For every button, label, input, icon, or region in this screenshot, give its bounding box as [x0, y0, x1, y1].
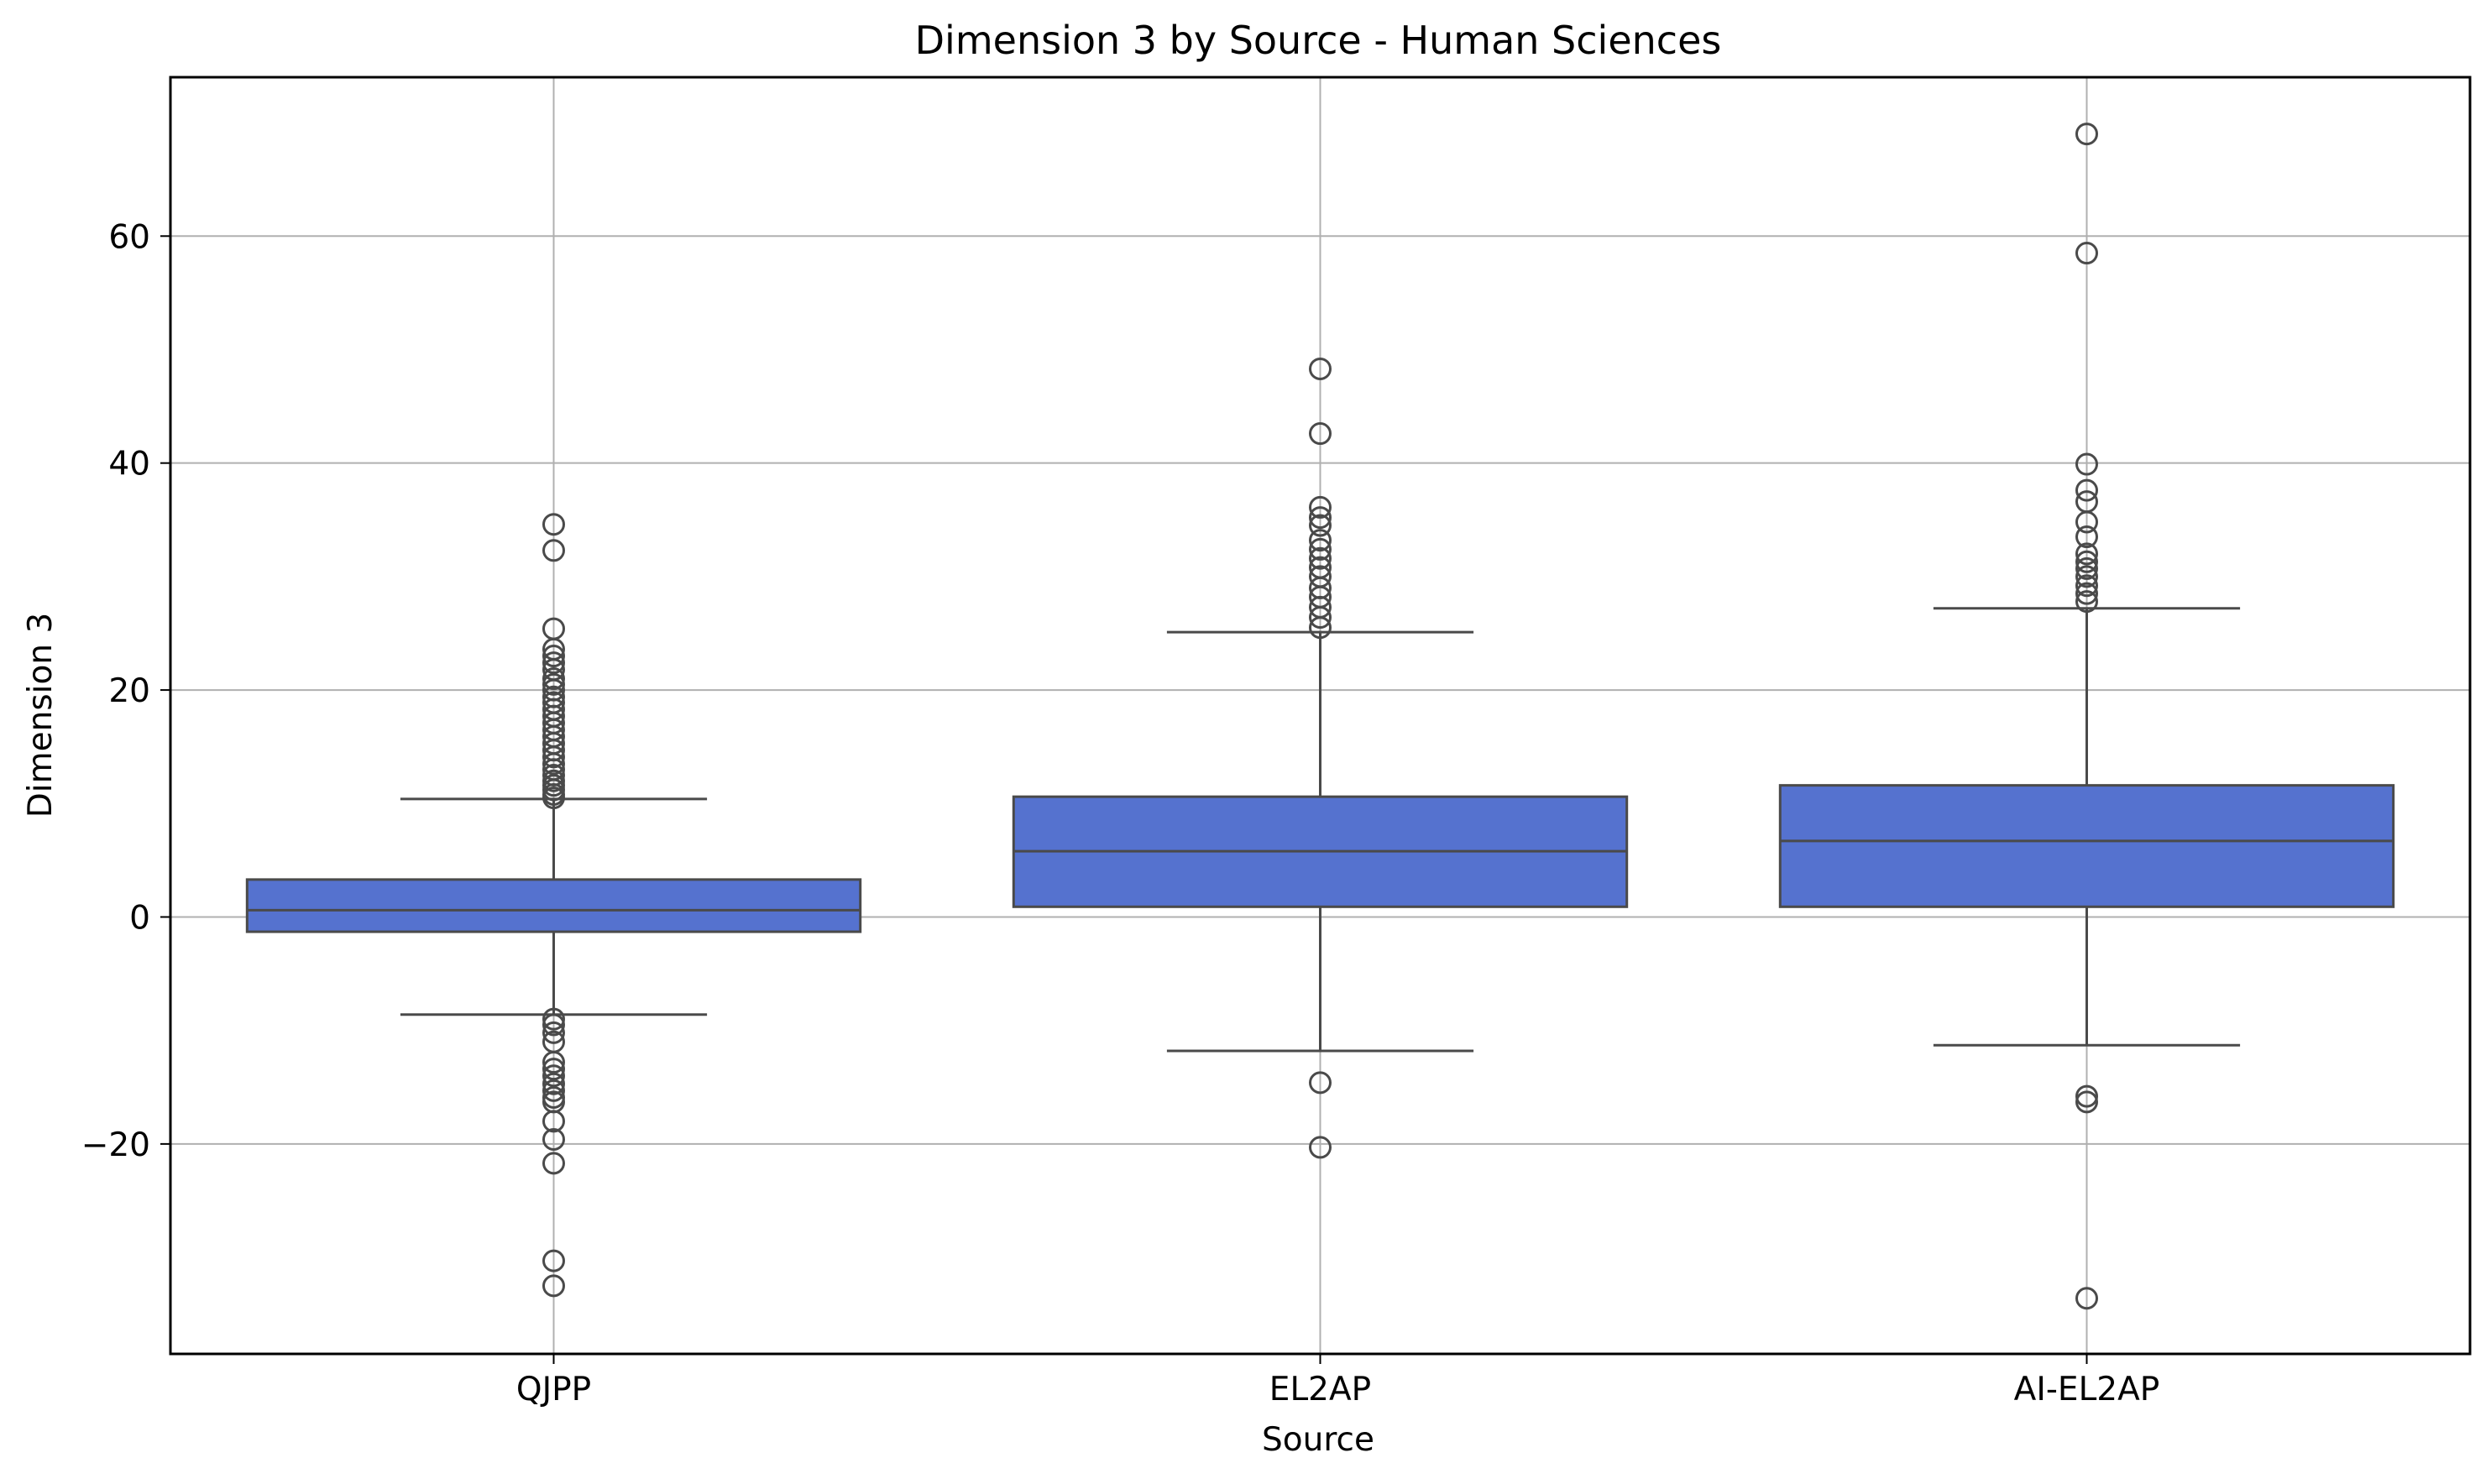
- outlier-point: [542, 1079, 565, 1102]
- axis-ticks: −20 0 20 40 60 QJPP EL2AP AI-EL2AP: [81, 218, 2160, 1408]
- outlier-point: [542, 1021, 565, 1044]
- outlier-point: [1309, 495, 1332, 519]
- outlier-point: [2075, 542, 2098, 566]
- x-axis-label: Source: [1262, 1421, 1374, 1459]
- y-tick-label: 20: [108, 672, 150, 710]
- box-ai-el2ap: [1778, 123, 2395, 1310]
- outlier-point: [542, 645, 565, 668]
- outlier-point: [542, 752, 565, 776]
- outlier-point: [2075, 452, 2098, 476]
- y-tick-label: 40: [108, 446, 150, 483]
- outlier-point: [1309, 514, 1332, 537]
- outlier-point: [542, 1064, 565, 1088]
- x-tick-label: QJPP: [516, 1371, 591, 1408]
- outlier-point: [542, 1249, 565, 1272]
- outlier-point: [542, 1007, 565, 1031]
- y-tick-label: 60: [108, 218, 150, 256]
- outlier-point: [542, 1274, 565, 1298]
- outlier-point: [542, 1072, 565, 1095]
- outlier-point: [1309, 546, 1332, 570]
- outlier-point: [2075, 556, 2098, 580]
- y-tick-label: 0: [129, 899, 150, 937]
- outlier-point: [1309, 529, 1332, 552]
- outlier-point: [542, 1058, 565, 1081]
- outlier-point: [1309, 1071, 1332, 1095]
- outlier-point: [1309, 537, 1332, 561]
- outlier-point: [2075, 123, 2098, 146]
- box-series: [245, 123, 2395, 1310]
- outlier-point: [2075, 1084, 2098, 1108]
- outlier-point: [1309, 506, 1332, 530]
- outlier-point: [2075, 582, 2098, 605]
- outlier-point: [2075, 1090, 2098, 1114]
- outlier-point: [542, 786, 565, 810]
- outlier-point: [542, 1110, 565, 1133]
- outlier-point: [2075, 242, 2098, 265]
- outlier-point: [2075, 1287, 2098, 1310]
- outlier-point: [2075, 565, 2098, 588]
- outlier-point: [2075, 478, 2098, 502]
- outlier-point: [2075, 510, 2098, 534]
- outlier-point: [1309, 1136, 1332, 1159]
- outlier-point: [1309, 606, 1332, 630]
- outlier-point: [1309, 616, 1332, 640]
- outlier-point: [542, 1013, 565, 1037]
- outlier-point: [542, 1152, 565, 1175]
- outlier-point: [542, 1127, 565, 1151]
- x-tick-label: AI-EL2AP: [2014, 1371, 2160, 1408]
- outlier-point: [542, 672, 565, 696]
- box-qjpp: [245, 513, 862, 1298]
- outlier-point: [2075, 590, 2098, 614]
- outlier-point: [542, 1051, 565, 1074]
- y-tick-label: −20: [81, 1126, 150, 1164]
- outlier-point: [1309, 357, 1332, 380]
- outlier-point: [2075, 574, 2098, 598]
- box-el2ap: [1012, 357, 1629, 1159]
- outlier-point: [2075, 525, 2098, 549]
- iqr-box: [245, 878, 862, 933]
- iqr-box: [1778, 784, 2395, 908]
- x-tick-label: EL2AP: [1269, 1371, 1371, 1408]
- outlier-point: [542, 745, 565, 769]
- y-axis-label: Dimension 3: [22, 613, 60, 818]
- outlier-point: [542, 539, 565, 562]
- outlier-point: [542, 651, 565, 675]
- outlier-point: [542, 667, 565, 691]
- outlier-point: [2075, 550, 2098, 573]
- outlier-point: [542, 513, 565, 536]
- chart-title: Dimension 3 by Source - Human Sciences: [915, 18, 1722, 63]
- outlier-point: [1309, 422, 1332, 446]
